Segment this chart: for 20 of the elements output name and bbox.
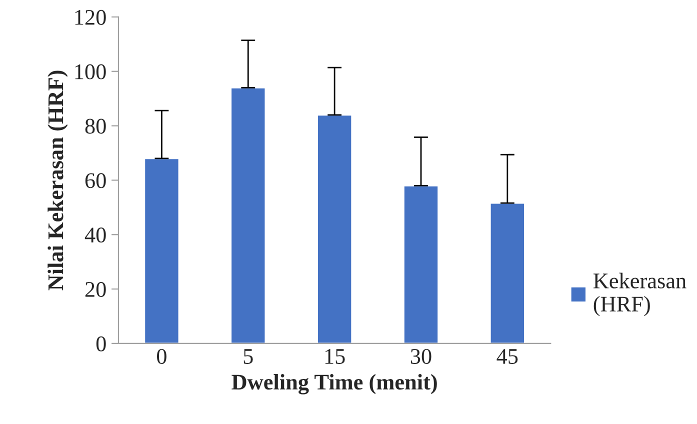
- bar: [144, 158, 180, 344]
- y-tick-label: 20: [85, 282, 106, 297]
- bar: [316, 114, 353, 344]
- y-tick-label: 120: [75, 10, 106, 25]
- x-tick-label: 0: [156, 348, 166, 364]
- y-axis-title: Nilai Kekerasan (HRF): [48, 70, 68, 290]
- legend-label: Kekerasan (HRF): [593, 272, 686, 316]
- x-tick-label: 5: [244, 349, 253, 364]
- y-tick-label: 80: [85, 118, 106, 134]
- y-tick-label: 100: [75, 64, 106, 80]
- x-axis-title: Dweling Time (menit): [232, 374, 437, 394]
- bar: [489, 202, 526, 344]
- y-tick-label: 0: [96, 336, 106, 352]
- y-tick-label: 40: [84, 228, 106, 243]
- x-tick-label: 30: [410, 348, 432, 364]
- bar: [230, 87, 266, 344]
- x-tick-label: 45: [496, 349, 518, 364]
- y-tick-label: 60: [85, 173, 106, 188]
- x-tick-label: 15: [325, 349, 345, 364]
- bar: [403, 184, 439, 344]
